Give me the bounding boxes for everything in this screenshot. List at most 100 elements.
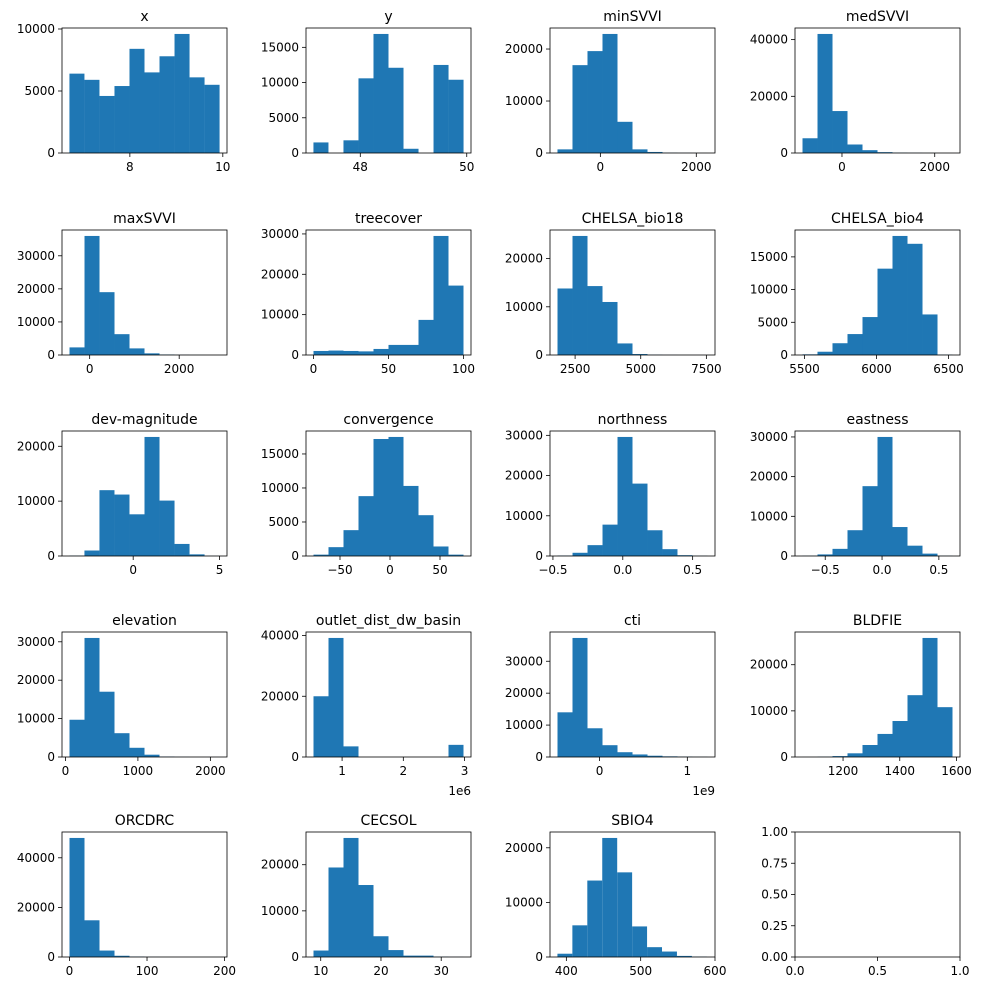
y-tick-label: 10000 <box>750 283 788 297</box>
x-tick-label: 0 <box>597 160 605 174</box>
x-tick-label: 20 <box>373 964 388 978</box>
bar <box>129 348 145 355</box>
bar <box>433 235 449 355</box>
bar <box>328 637 344 757</box>
y-tick-label: 0.75 <box>761 856 788 870</box>
x-tick-label: 0.0 <box>785 964 804 978</box>
chart-title: convergence <box>343 412 433 428</box>
y-tick-label: 40000 <box>17 851 55 865</box>
bar <box>69 719 85 757</box>
chart-title: medSVVI <box>846 9 909 25</box>
bar <box>862 486 878 556</box>
x-tick-label: 5000 <box>625 362 656 376</box>
bar <box>832 343 848 355</box>
bar <box>69 73 85 153</box>
y-tick-label: 0 <box>47 146 55 160</box>
bar <box>647 151 663 153</box>
y-tick-label: 0 <box>535 549 543 563</box>
x-tick-label: 48 <box>353 160 368 174</box>
x-tick-label: 8 <box>126 160 134 174</box>
x-tick-label: 50 <box>432 563 447 577</box>
bar <box>602 33 618 154</box>
chart-title: northness <box>598 412 668 428</box>
y-tick-label: 40000 <box>261 629 299 643</box>
axes-frame <box>794 430 961 557</box>
bar <box>587 728 603 757</box>
x-tick-label: 5500 <box>789 362 820 376</box>
bar <box>204 84 220 153</box>
bar <box>802 138 818 153</box>
bar <box>144 72 160 153</box>
x-tick-label: 1200 <box>828 764 859 778</box>
chart-title: eastness <box>846 412 908 428</box>
bar <box>617 752 633 757</box>
bar <box>99 95 115 153</box>
y-tick-label: 30000 <box>505 654 543 668</box>
y-tick-label: 20000 <box>750 470 788 484</box>
bar <box>114 494 130 556</box>
axes-frame <box>305 430 472 557</box>
bar <box>144 436 160 556</box>
x-tick-label: 1000 <box>123 764 154 778</box>
x-tick-label: 2500 <box>560 362 591 376</box>
y-tick-label: 5000 <box>757 315 788 329</box>
y-tick-label: 10000 <box>505 895 543 909</box>
x-tick-label: −0.5 <box>811 563 840 577</box>
y-tick-label: 20000 <box>261 858 299 872</box>
bar <box>358 885 374 957</box>
x-tick-label: 2000 <box>164 362 195 376</box>
bar <box>448 285 464 355</box>
y-tick-label: 30000 <box>261 227 299 241</box>
bar <box>937 707 953 757</box>
bar <box>817 351 833 355</box>
bar <box>847 144 863 153</box>
bar <box>832 756 848 757</box>
y-tick-label: 0 <box>535 146 543 160</box>
bar <box>343 746 359 757</box>
x-offset-label: 1e9 <box>692 784 715 798</box>
bar <box>572 65 588 153</box>
bar <box>433 546 449 556</box>
chart-title: CHELSA_bio4 <box>831 211 924 227</box>
axes-frame <box>794 229 961 356</box>
chart-title: minSVVI <box>603 9 662 25</box>
chart-title: treecover <box>355 211 422 227</box>
axes-frame <box>549 229 716 356</box>
bar <box>144 754 160 757</box>
y-tick-label: 20000 <box>505 841 543 855</box>
bar <box>313 350 329 355</box>
x-tick-label: 100 <box>136 964 159 978</box>
y-tick-label: 0.25 <box>761 919 788 933</box>
bar <box>877 733 893 757</box>
x-tick-label: 1 <box>684 764 692 778</box>
bar <box>922 314 938 355</box>
axes-frame <box>549 27 716 154</box>
bar <box>647 947 663 957</box>
bar <box>832 111 848 153</box>
bar <box>572 637 588 757</box>
y-tick-label: 5000 <box>268 515 299 529</box>
y-tick-label: 20000 <box>17 673 55 687</box>
y-tick-label: 0 <box>291 950 299 964</box>
y-tick-label: 0 <box>780 549 788 563</box>
bar <box>647 530 663 556</box>
x-tick-label: 5 <box>216 563 224 577</box>
bar <box>892 527 908 556</box>
bar <box>129 514 145 556</box>
bar <box>84 920 100 957</box>
axes-frame <box>549 831 716 958</box>
x-tick-label: 0.5 <box>929 563 948 577</box>
bar <box>418 319 434 355</box>
bar <box>373 936 389 957</box>
x-tick-label: 0.5 <box>868 964 887 978</box>
bar <box>373 33 389 154</box>
y-tick-label: 0 <box>47 750 55 764</box>
bar <box>632 926 648 957</box>
x-tick-label: 500 <box>629 964 652 978</box>
x-tick-label: 0 <box>838 160 846 174</box>
x-tick-label: 0 <box>129 563 137 577</box>
y-tick-label: 5000 <box>24 84 55 98</box>
bar <box>114 733 130 757</box>
bar <box>99 950 115 957</box>
